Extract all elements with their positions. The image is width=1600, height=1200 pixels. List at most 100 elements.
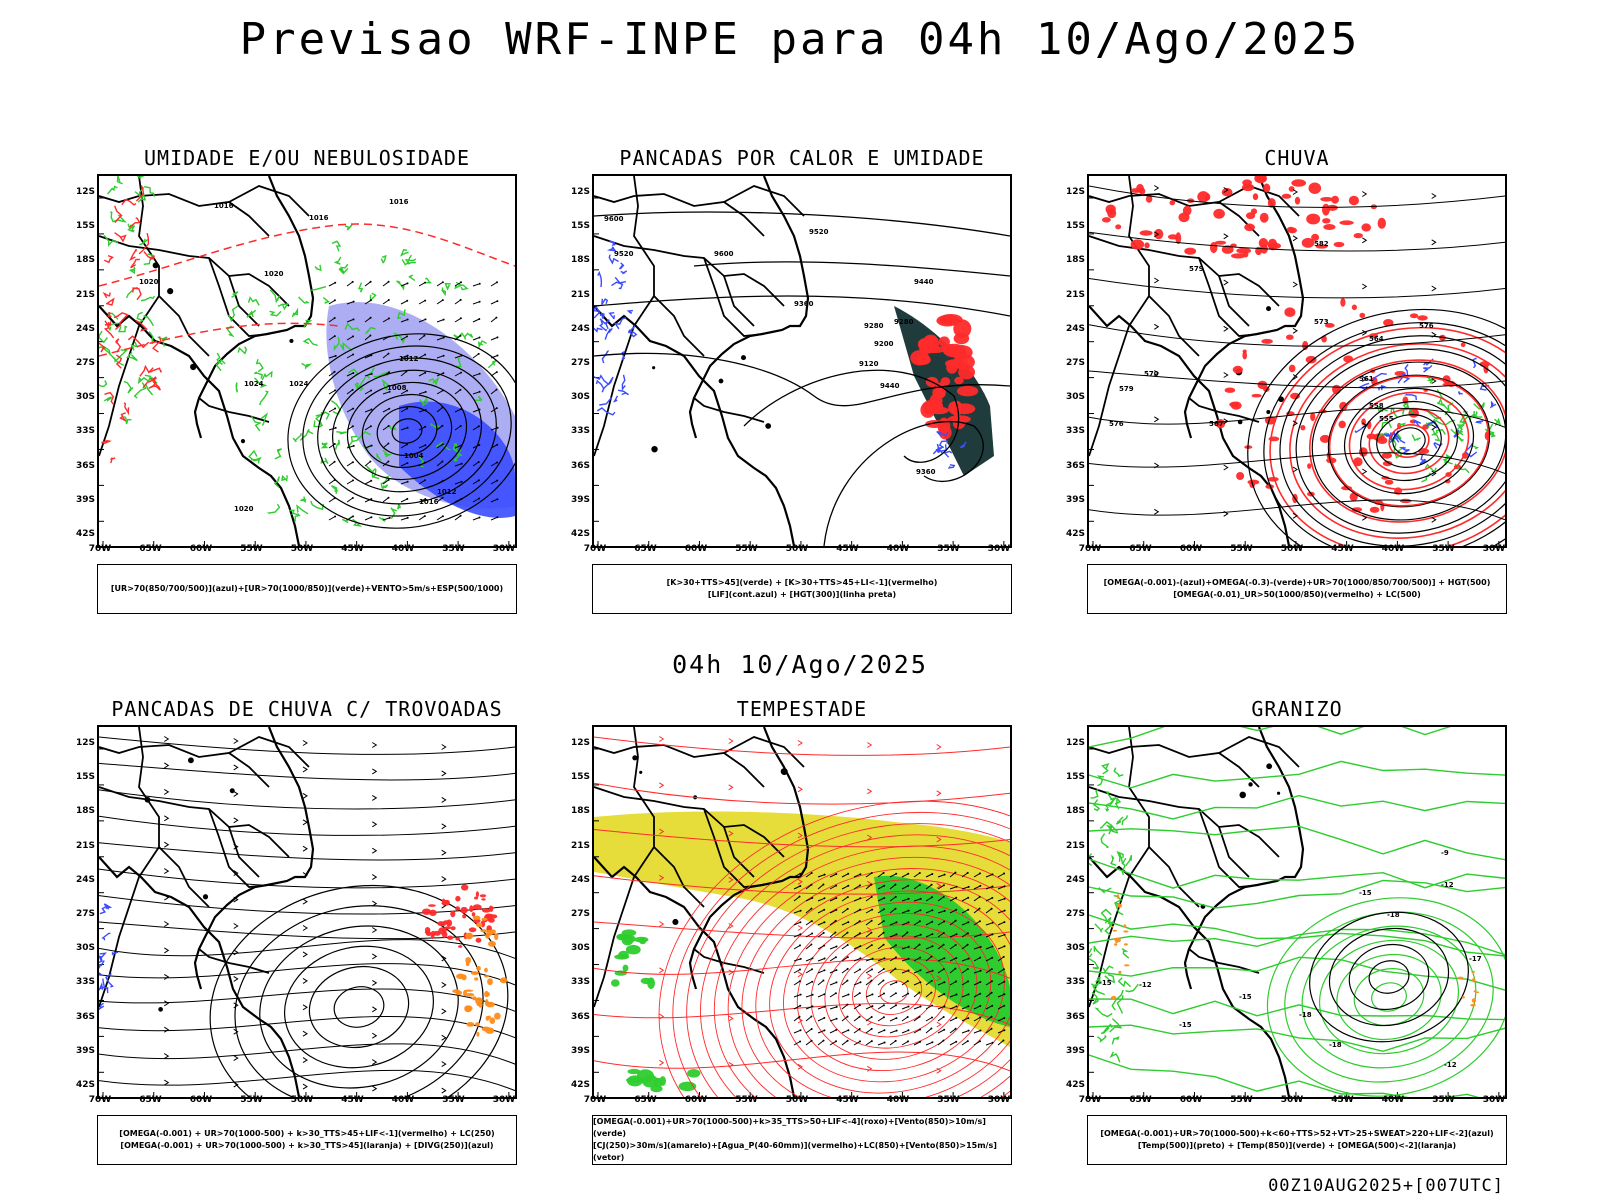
rain-red-north-cell	[1241, 183, 1255, 192]
thickness-red-line	[113, 312, 128, 319]
lat-label: 18S	[75, 806, 95, 817]
rain-red-north-cell	[1291, 179, 1307, 187]
wind850-head	[991, 945, 994, 948]
moist-west-line	[143, 315, 155, 327]
wind-vector	[382, 299, 390, 305]
wind850-head	[1003, 909, 1006, 912]
contour-label: -9	[1441, 849, 1449, 857]
storm-orange-cell	[485, 1015, 490, 1021]
wind-head	[442, 479, 445, 482]
wind-vector	[328, 282, 336, 287]
wind-head	[387, 299, 390, 301]
moist-low-line	[273, 476, 280, 488]
wind850-vector	[913, 909, 921, 914]
water-contour	[741, 868, 1010, 1097]
wind850-vector	[853, 873, 861, 878]
lif-blue-east-line	[935, 444, 947, 454]
moist-low-line	[336, 431, 347, 435]
coastline	[594, 305, 796, 546]
rain-red-north-cell	[1315, 244, 1328, 249]
lat-label: 33S	[1065, 426, 1085, 437]
temp850-west-line	[1116, 850, 1124, 862]
instability-red-cell	[938, 336, 950, 348]
wind-head	[478, 516, 481, 519]
panel-title: PANCADAS POR CALOR E UMIDADE	[619, 146, 985, 170]
rain-red-north-cell	[1250, 208, 1258, 215]
wind-head	[496, 516, 499, 519]
temp850-west-line	[1114, 796, 1122, 810]
wind-head	[478, 444, 481, 446]
lif-blue-line	[608, 254, 619, 265]
wind850-vector	[913, 884, 921, 890]
lc850-line	[594, 1051, 1010, 1072]
lon-label: 60W	[1179, 544, 1203, 554]
contour-label: -12	[1444, 1061, 1457, 1069]
thickness-red-line	[114, 313, 129, 330]
lon-label: 65W	[634, 1095, 657, 1105]
wind850-head	[979, 969, 982, 972]
wind-head	[441, 496, 444, 499]
wind850-head	[967, 957, 970, 960]
lc250-arrow	[441, 744, 447, 750]
wind-vector	[400, 408, 408, 413]
moist-low-line	[314, 264, 322, 272]
wind850-vector	[793, 1041, 801, 1046]
wind850-vector	[829, 981, 837, 986]
lat-label: 12S	[570, 187, 590, 197]
lc250-arrow	[164, 973, 170, 980]
lc250-arrow	[164, 868, 170, 875]
legend-line: [CJ(250)>30m/s](amarelo)+[Agua_P(40-60mm…	[593, 1141, 997, 1162]
moist-low-line	[215, 359, 226, 372]
hgt-line	[594, 211, 1010, 237]
wind850-head	[1002, 955, 1005, 958]
wind-head	[495, 316, 498, 319]
wind850-head	[967, 1029, 970, 1032]
storm-red	[422, 884, 498, 948]
lat-label: 42S	[570, 529, 590, 539]
wind-vector	[436, 337, 444, 341]
lc850-arrow	[867, 742, 873, 748]
lc850-line	[594, 782, 1010, 805]
wind-head	[334, 281, 337, 284]
moist-west-line	[99, 380, 108, 388]
lif-blue-line	[626, 309, 633, 315]
wind-head	[370, 372, 373, 375]
rain-red-north-cell	[1105, 204, 1116, 215]
moist-low-line	[259, 390, 269, 406]
moist-low-line	[463, 332, 474, 340]
wind-vector	[490, 444, 498, 449]
basemap	[1089, 176, 1305, 546]
temp850-line	[1089, 825, 1505, 861]
temp850-west-line	[1115, 816, 1124, 825]
wind850-head	[882, 908, 885, 911]
wind-vector	[418, 444, 426, 449]
temp850-west-line	[1125, 983, 1139, 993]
temp850-west-line	[1125, 854, 1133, 867]
contour-label: -18	[1299, 1011, 1312, 1019]
moist-low-line	[344, 322, 361, 332]
wind850-head	[955, 1016, 958, 1019]
moist-low-line	[291, 307, 299, 318]
thickness-red-line	[148, 384, 157, 389]
wind850-head	[955, 980, 957, 983]
rain-red-north-cell	[1288, 186, 1295, 192]
wind850-head	[955, 1040, 958, 1043]
wind-vector	[454, 299, 461, 305]
lc250-arrow	[302, 1083, 308, 1090]
wind850-head	[918, 991, 921, 994]
lon-label: 30W	[492, 1095, 516, 1105]
lc850-arrow	[659, 828, 665, 835]
moist-west-line	[107, 185, 118, 195]
wind-vector	[400, 390, 408, 395]
country-border	[99, 744, 270, 788]
lc250-line	[99, 842, 515, 861]
storm-orange-cell	[474, 977, 479, 981]
wind850-head	[907, 992, 910, 995]
contour-label: -17	[1469, 955, 1482, 963]
wind-vector	[346, 497, 354, 503]
wind-head	[333, 317, 336, 319]
wind-vector	[454, 317, 462, 323]
lon-label: 30W	[492, 544, 516, 554]
storm-orange-cell	[472, 915, 481, 920]
wind850-vector	[817, 897, 825, 902]
